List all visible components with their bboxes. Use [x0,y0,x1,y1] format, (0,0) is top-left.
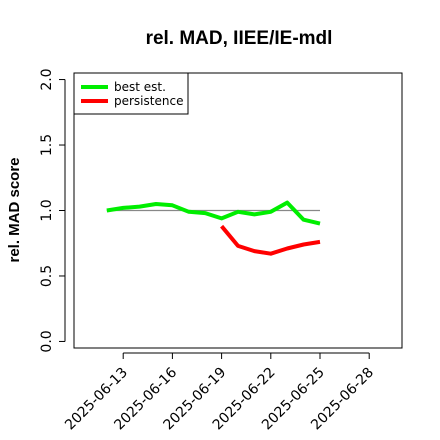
y-tick-label: 1.0 [39,199,55,221]
y-axis-label: rel. MAD score [6,157,23,262]
series-line-best-est [106,200,321,226]
legend-box [73,72,189,115]
y-tick-label: 2.0 [39,68,55,90]
y-axis: 0.0 0.5 1.0 1.5 2.0 [39,68,66,353]
legend-label-best-est: best est. [114,80,166,94]
y-tick-label: 0.0 [39,330,55,352]
series-line-persistence [220,224,321,256]
y-tick-label: 0.5 [39,265,55,287]
plot-frame [73,72,403,349]
x-axis: 2025-06-132025-06-162025-06-192025-06-22… [62,352,377,433]
chart-title: rel. MAD, IIEE/IE-mdl [146,28,333,49]
legend: best est. persistence [73,72,189,115]
legend-label-persistence: persistence [114,94,183,108]
series-group [106,200,321,256]
y-tick-label: 1.5 [39,134,55,156]
